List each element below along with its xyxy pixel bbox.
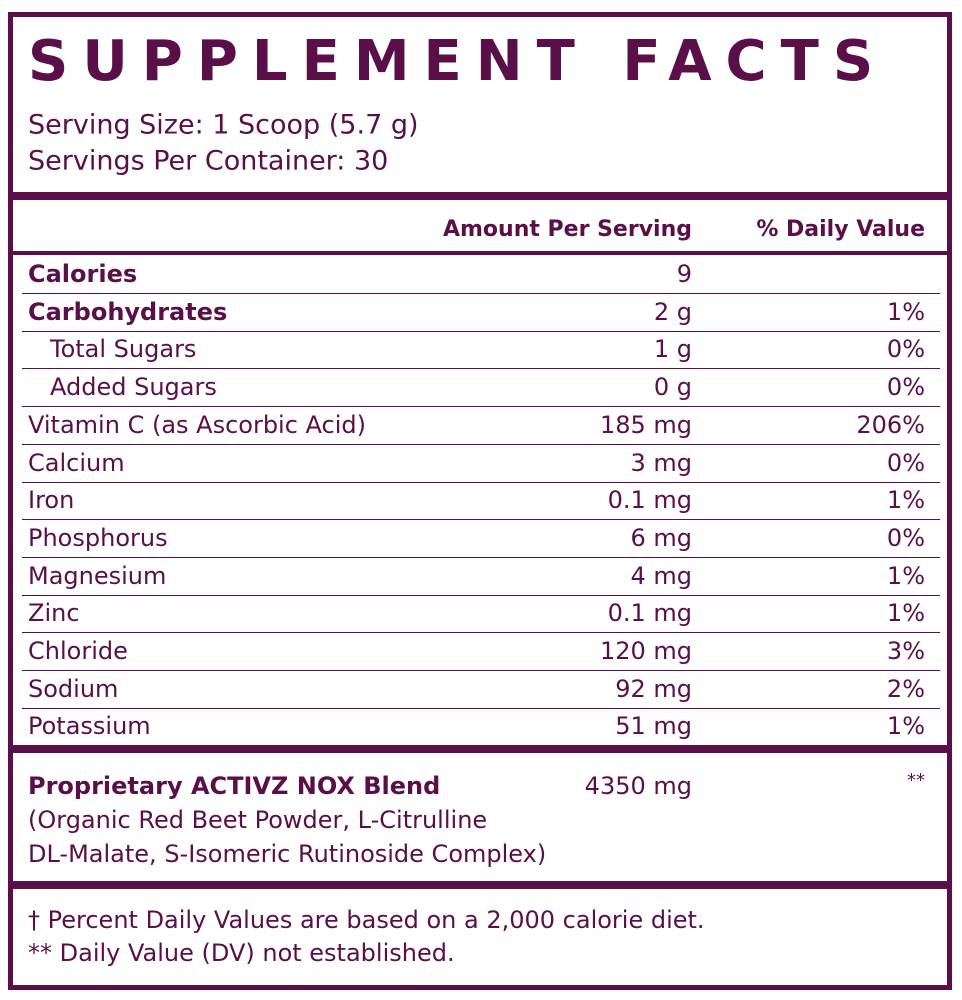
blend-ingredients: (Organic Red Beet Powder, L-Citrulline [28,806,488,834]
nutrient-name: Calories [28,260,138,288]
row-rule [22,481,940,483]
footnote: † Percent Daily Values are based on a 2,… [28,906,705,934]
nutrient-name: Iron [28,486,75,515]
nutrient-name: Calcium [28,448,125,477]
label-border [8,12,952,990]
divider [8,745,952,753]
blend-name: Proprietary ACTIVZ NOX Blend [28,772,441,800]
daily-value: 1% [886,561,925,590]
daily-value: 1% [886,599,925,628]
serving-size: Serving Size: 1 Scoop (5.7 g) [28,109,419,141]
row-rule [22,556,940,558]
blend-ingredients: DL-Malate, S-Isomeric Rutinoside Complex… [28,840,547,868]
column-header: Amount Per Serving [442,217,692,242]
row-rule [22,594,940,596]
amount: 6 mg [630,523,692,552]
amount: 2 g [653,297,692,326]
footnote: ** Daily Value (DV) not established. [28,939,455,967]
nutrient-name: Sodium [28,674,119,703]
nutrient-name: Potassium [28,712,151,741]
daily-value: 2% [886,674,925,703]
daily-value: 0% [886,448,925,477]
divider [8,881,952,889]
row-rule [22,443,940,445]
amount: 9 [676,260,692,288]
nutrient-name: Zinc [28,599,80,628]
blend-dv: ** [907,770,925,791]
row-rule [22,406,940,408]
row-rule [22,707,940,709]
amount: 1 g [653,335,692,364]
nutrient-name: Chloride [28,637,128,665]
column-header: % Daily Value [756,217,925,242]
amount: 185 mg [599,410,692,439]
daily-value: 0% [886,335,925,364]
row-rule [22,632,940,634]
nutrient-name: Vitamin C (as Ascorbic Acid) [28,410,367,439]
amount: 0 g [653,373,692,402]
nutrient-name: Added Sugars [50,373,217,402]
row-rule [22,368,940,370]
daily-value: 206% [856,410,925,439]
row-rule [22,330,940,332]
amount: 120 mg [599,637,692,665]
amount: 3 mg [630,448,692,477]
divider [8,251,952,255]
amount: 0.1 mg [607,486,692,515]
daily-value: 0% [886,373,925,402]
servings-per-container: Servings Per Container: 30 [28,145,389,177]
amount: 0.1 mg [607,599,692,628]
row-rule [22,293,940,294]
blend-amount: 4350 mg [584,772,692,800]
amount: 92 mg [615,674,692,703]
title: SUPPLEMENT FACTS [28,29,888,94]
daily-value: 1% [886,486,925,515]
daily-value: 0% [886,523,925,552]
daily-value: 1% [886,712,925,741]
nutrient-name: Phosphorus [28,523,168,552]
row-rule [22,670,940,671]
nutrient-name: Total Sugars [50,335,197,364]
nutrient-name: Magnesium [28,561,167,590]
nutrient-name: Carbohydrates [28,297,228,326]
divider [8,192,952,200]
amount: 4 mg [630,561,692,590]
daily-value: 1% [886,297,925,326]
amount: 51 mg [615,712,692,741]
row-rule [22,519,940,521]
daily-value: 3% [886,637,925,665]
